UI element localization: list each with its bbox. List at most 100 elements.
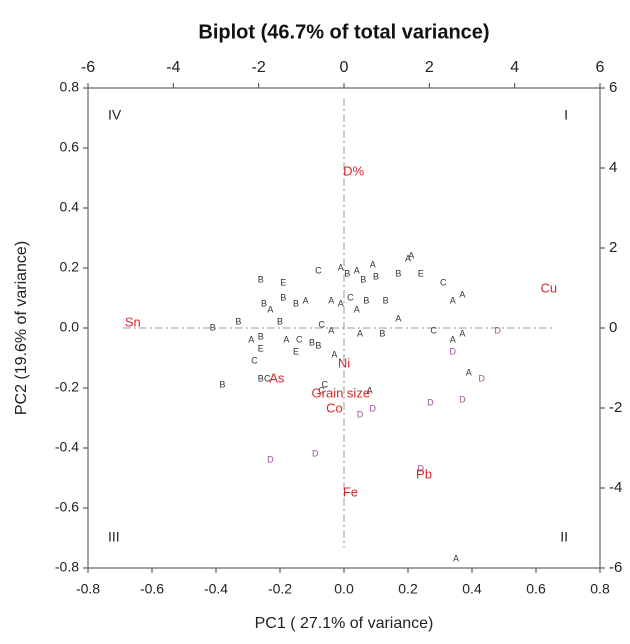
loading-label: As <box>269 370 285 385</box>
score-point: B <box>315 340 321 350</box>
score-point: A <box>466 367 472 377</box>
score-point: D <box>494 325 501 335</box>
x2-tick-label: -6 <box>81 59 95 76</box>
score-point: B <box>379 328 385 338</box>
score-point: A <box>338 262 344 272</box>
score-point: B <box>360 274 366 284</box>
score-point: C <box>430 325 437 335</box>
x2-tick-label: 0 <box>340 59 349 76</box>
score-point: E <box>418 268 424 278</box>
score-point: A <box>357 328 363 338</box>
score-point: E <box>280 277 286 287</box>
loading-label: Co <box>326 400 343 415</box>
score-point: A <box>405 253 411 263</box>
score-point: D <box>312 448 319 458</box>
quadrant-label: III <box>108 529 120 545</box>
score-point: B <box>383 295 389 305</box>
score-point: A <box>267 304 273 314</box>
score-point: C <box>318 319 325 329</box>
quadrant-label: I <box>564 107 568 123</box>
score-point: C <box>264 373 271 383</box>
score-point: C <box>347 292 354 302</box>
x-tick-label: 0.8 <box>590 581 610 597</box>
loading-label: Cu <box>540 280 557 295</box>
y-tick-label: -0.8 <box>55 559 79 575</box>
score-point: B <box>258 274 264 284</box>
y-tick-label: -0.6 <box>55 499 79 515</box>
y-axis-label: PC2 (19.6% of variance) <box>13 241 30 415</box>
y-tick-label: 0.4 <box>60 199 80 215</box>
score-point: B <box>363 295 369 305</box>
score-point: B <box>344 268 350 278</box>
y-tick-label: 0.6 <box>60 139 80 155</box>
x-tick-label: -0.8 <box>76 581 100 597</box>
y2-tick-label: -4 <box>609 479 622 496</box>
score-point: A <box>367 385 373 395</box>
score-point: A <box>354 265 360 275</box>
loading-label: Sn <box>125 314 141 329</box>
loading-label: Grain size <box>312 385 371 400</box>
score-point: D <box>478 373 485 383</box>
score-point: D <box>370 403 377 413</box>
x-tick-label: 0.4 <box>462 581 482 597</box>
score-point: B <box>277 316 283 326</box>
x2-tick-label: 2 <box>425 59 434 76</box>
score-point: D <box>357 409 364 419</box>
y2-tick-label: 2 <box>609 239 617 256</box>
chart-title: Biplot (46.7% of total variance) <box>198 21 489 43</box>
score-point: B <box>280 292 286 302</box>
x-tick-label: 0.0 <box>334 581 354 597</box>
score-point: A <box>354 304 360 314</box>
score-point: A <box>453 553 459 563</box>
y2-tick-label: -6 <box>609 559 622 576</box>
score-point: C <box>296 334 303 344</box>
x2-tick-label: -2 <box>252 59 266 76</box>
x-tick-label: -0.4 <box>204 581 228 597</box>
score-point: A <box>331 349 337 359</box>
score-point: D <box>459 394 466 404</box>
score-point: A <box>328 325 334 335</box>
score-point: D <box>427 397 434 407</box>
score-point: B <box>235 316 241 326</box>
y2-tick-label: -2 <box>609 399 622 416</box>
y2-tick-label: 6 <box>609 79 617 96</box>
score-point: C <box>251 355 258 365</box>
y-tick-label: 0.8 <box>60 79 80 95</box>
score-point: A <box>303 295 309 305</box>
x-tick-label: -0.2 <box>268 581 292 597</box>
score-point: A <box>459 289 465 299</box>
x2-tick-label: 4 <box>510 59 519 76</box>
score-point: C <box>318 385 325 395</box>
x-axis-label: PC1 ( 27.1% of variance) <box>255 615 434 632</box>
loading-label: Fe <box>343 484 358 499</box>
x2-tick-label: -4 <box>166 59 180 76</box>
score-point: A <box>450 334 456 344</box>
score-point: A <box>459 328 465 338</box>
score-point: A <box>450 295 456 305</box>
score-point: A <box>408 250 414 260</box>
score-point: B <box>261 298 267 308</box>
score-point: D <box>267 454 274 464</box>
score-point: B <box>395 268 401 278</box>
x-tick-label: 0.6 <box>526 581 546 597</box>
score-point: C <box>440 277 447 287</box>
score-point: A <box>370 259 376 269</box>
score-point: C <box>322 379 329 389</box>
y2-tick-label: 0 <box>609 319 617 336</box>
score-point: A <box>248 334 254 344</box>
quadrant-label: II <box>560 529 568 545</box>
quadrant-label: IV <box>108 107 122 123</box>
score-point: B <box>258 331 264 341</box>
score-point: B <box>258 373 264 383</box>
y-tick-label: 0.0 <box>60 319 80 335</box>
score-point: E <box>293 346 299 356</box>
score-point: B <box>293 298 299 308</box>
x-tick-label: -0.6 <box>140 581 164 597</box>
score-point: A <box>395 313 401 323</box>
score-point: A <box>328 295 334 305</box>
y2-tick-label: 4 <box>609 159 617 176</box>
score-point: E <box>258 343 264 353</box>
score-point: A <box>283 334 289 344</box>
